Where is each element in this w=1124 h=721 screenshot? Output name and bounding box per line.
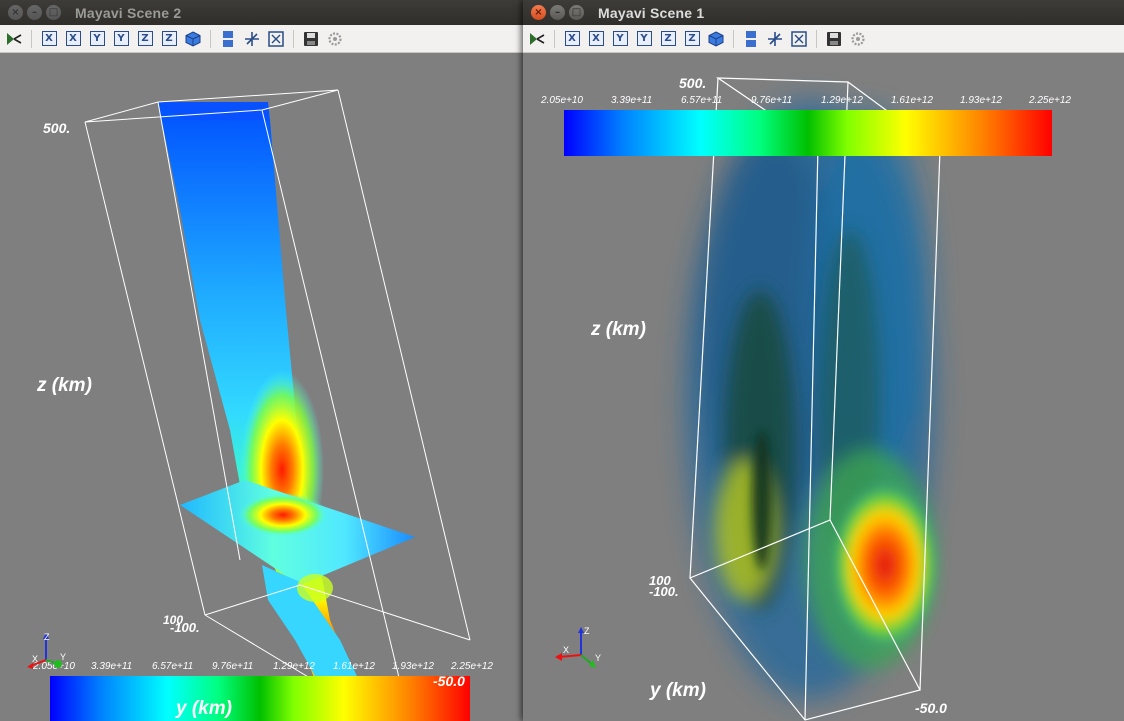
isometric-view-icon[interactable] (706, 29, 726, 49)
z-min-tick: 100 (163, 613, 184, 627)
y-axis-title: y (km) (650, 680, 706, 701)
mayavi-scene-1-window[interactable]: × – □ Mayavi Scene 1 X X Y Y Z Z (523, 0, 1124, 721)
orientation-x-label: X (563, 645, 569, 655)
view-minus-x-icon[interactable]: X (39, 29, 59, 49)
configure-icon[interactable] (848, 29, 868, 49)
colorbar-tick: 1.29e+12 (821, 95, 863, 106)
orientation-axes-icon: Z X Y (555, 626, 601, 668)
colorbar-tick: 9.76e+11 (212, 661, 254, 672)
colorbar-tick: 1.93e+12 (392, 661, 434, 672)
y-axis-title: y (km) (176, 698, 232, 719)
orientation-z-label: Z (44, 632, 50, 642)
maximize-button[interactable]: □ (569, 5, 584, 20)
orientation-y-label: Y (595, 653, 601, 663)
z-axis-title: z (km) (591, 319, 646, 340)
window-title: Mayavi Scene 1 (598, 4, 705, 21)
orientation-x-label: X (32, 654, 38, 664)
scene-toolbar: X X Y Y Z Z (523, 25, 1124, 53)
view-plus-z-icon[interactable]: Z (159, 29, 179, 49)
close-button[interactable]: × (531, 5, 546, 20)
colorbar-tick: 1.29e+12 (273, 661, 315, 672)
view-minus-y-icon[interactable]: Y (610, 29, 630, 49)
titlebar[interactable]: × – □ Mayavi Scene 2 (0, 0, 523, 25)
y-min-tick: -100. (649, 584, 679, 599)
view-plus-z-icon[interactable]: Z (682, 29, 702, 49)
minimize-button[interactable]: – (550, 5, 565, 20)
view-minus-z-icon[interactable]: Z (135, 29, 155, 49)
maximize-button[interactable]: □ (46, 5, 61, 20)
colorbar-tick: 1.61e+12 (891, 95, 933, 106)
parallel-projection-icon[interactable] (218, 29, 238, 49)
colorbar-tick: 2.05e+10 (541, 95, 583, 106)
volume-slices-render (84, 89, 471, 721)
view-minus-y-icon[interactable]: Y (87, 29, 107, 49)
orientation-z-label: Z (584, 626, 590, 636)
view-plus-y-icon[interactable]: Y (634, 29, 654, 49)
view-minus-z-icon[interactable]: Z (658, 29, 678, 49)
mayavi-scene-2-window[interactable]: × – □ Mayavi Scene 2 X X Y Y Z Z (0, 0, 523, 721)
close-button[interactable]: × (8, 5, 23, 20)
colorbar-tick: 9.76e+11 (751, 95, 793, 106)
full-screen-icon[interactable] (789, 29, 809, 49)
colorbar-tick: 1.93e+12 (960, 95, 1002, 106)
render-viewport[interactable]: 500. z (km) 100 -100. 2.05e+10 3.39e+11 … (0, 53, 523, 721)
scene-toolbar: X X Y Y Z Z (0, 25, 523, 53)
view-plus-x-icon[interactable]: X (586, 29, 606, 49)
parallel-projection-icon[interactable] (741, 29, 761, 49)
configure-icon[interactable] (325, 29, 345, 49)
view-minus-x-icon[interactable]: X (562, 29, 582, 49)
colorbar-tick: 6.57e+11 (152, 661, 194, 672)
colorbar-tick: 2.25e+12 (1029, 95, 1071, 106)
y-max-tick: -50.0 (915, 700, 947, 716)
view-plus-y-icon[interactable]: Y (111, 29, 131, 49)
orientation-y-label: Y (60, 652, 66, 662)
z-min-tick: 100 (649, 573, 671, 588)
volume-render (685, 77, 942, 721)
toggle-axes-indicator-icon[interactable] (242, 29, 262, 49)
colorbar-tick: 1.61e+12 (333, 661, 375, 672)
toggle-axes-indicator-icon[interactable] (765, 29, 785, 49)
save-icon[interactable] (824, 29, 844, 49)
colorbar-tick: 2.25e+12 (451, 661, 493, 672)
colorbar-tick: 3.39e+11 (91, 661, 133, 672)
z-max-tick: 500. (679, 75, 707, 91)
colorbar-tick: 2.05e+10 (33, 661, 75, 672)
mayavi-pipeline-icon[interactable] (527, 29, 547, 49)
z-max-tick: 500. (43, 120, 71, 136)
minimize-button[interactable]: – (27, 5, 42, 20)
y-min-tick: -100. (170, 620, 200, 635)
save-icon[interactable] (301, 29, 321, 49)
scalar-colorbar (50, 676, 470, 721)
titlebar[interactable]: × – □ Mayavi Scene 1 (523, 0, 1124, 25)
mayavi-pipeline-icon[interactable] (4, 29, 24, 49)
window-title: Mayavi Scene 2 (75, 4, 182, 21)
full-screen-icon[interactable] (266, 29, 286, 49)
isometric-view-icon[interactable] (183, 29, 203, 49)
colorbar-tick: 6.57e+11 (681, 95, 723, 106)
scalar-colorbar (564, 110, 1052, 156)
render-viewport[interactable]: 500. 2.05e+10 3.39e+11 6.57e+11 9.76e+11… (523, 53, 1124, 721)
colorbar-tick: 3.39e+11 (611, 95, 653, 106)
z-axis-title: z (km) (37, 375, 92, 396)
orientation-axes-icon: Z X Y (27, 632, 66, 669)
view-plus-x-icon[interactable]: X (63, 29, 83, 49)
y-max-tick: -50.0 (433, 673, 465, 689)
